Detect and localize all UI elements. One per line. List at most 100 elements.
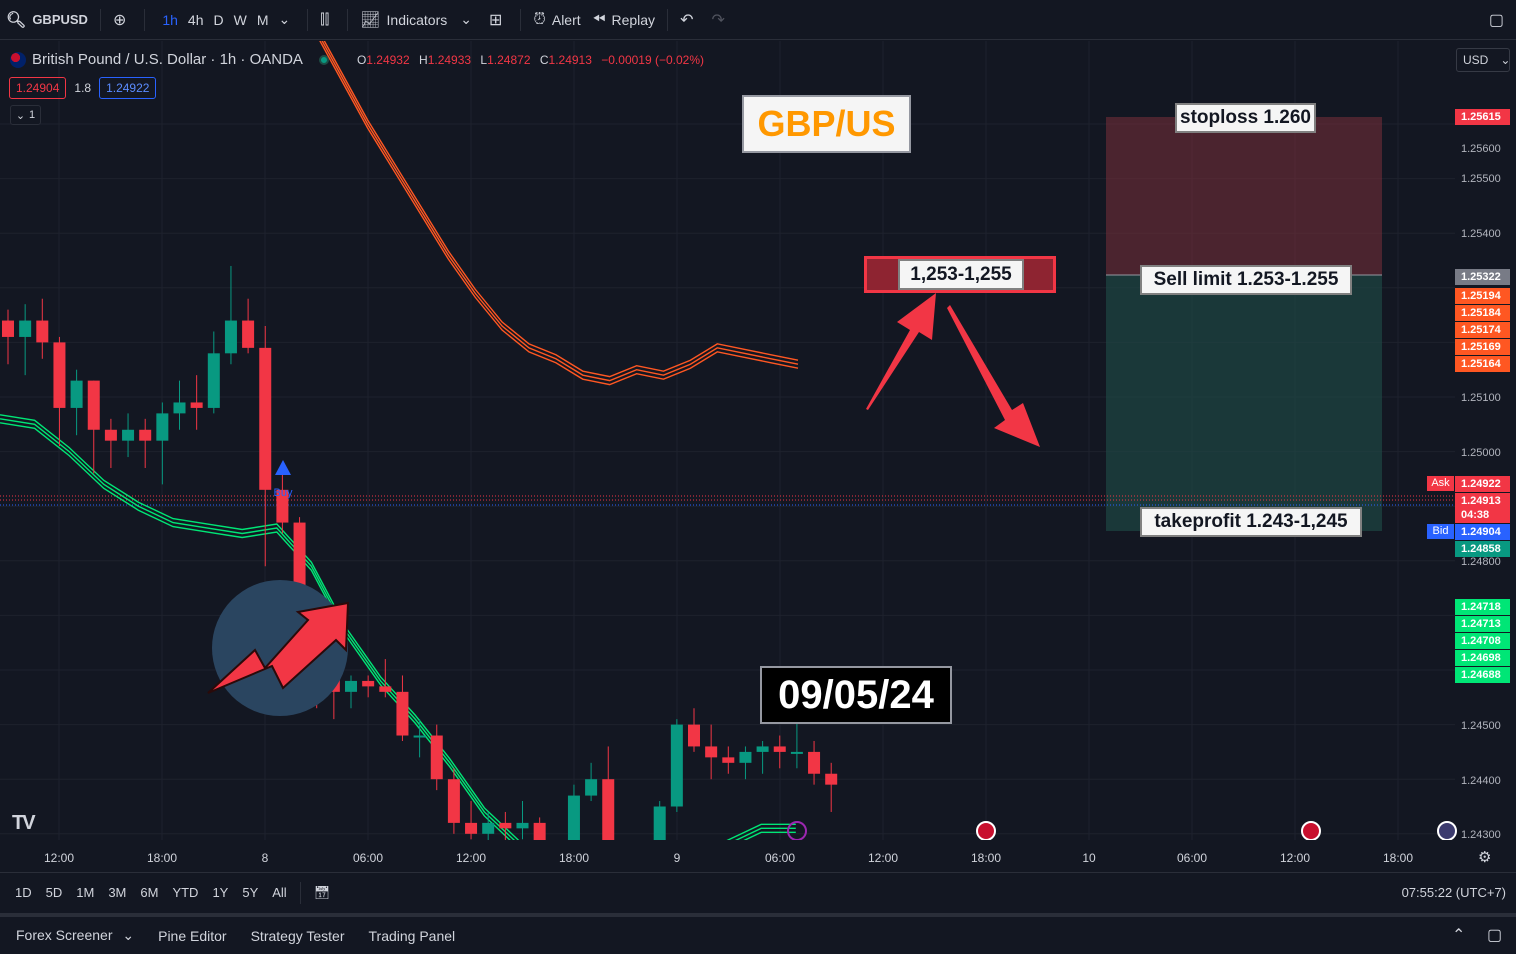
candle-body[interactable] [396, 691, 409, 736]
takeprofit-zone[interactable] [1106, 275, 1382, 531]
indicators-button[interactable]: 📈︎ Indicators ⌄ [354, 0, 483, 40]
buy-quote-button[interactable]: 1.24922 [99, 77, 157, 99]
tradingview-logo[interactable]: TV [12, 812, 36, 834]
up-arrow-annotation[interactable] [866, 293, 936, 410]
tab-trading-panel[interactable]: Trading Panel [368, 927, 456, 944]
chart-type-button[interactable]: ⫿⫿ [314, 0, 341, 40]
range-1m[interactable]: 1M [76, 885, 95, 900]
timeframe-w[interactable]: W [233, 11, 247, 28]
range-5d[interactable]: 5D [45, 885, 63, 900]
candle-body[interactable] [808, 751, 821, 774]
sell-limit-label[interactable]: Sell limit 1.253-1.255 [1140, 265, 1352, 295]
candle-body[interactable] [379, 686, 392, 692]
indicator-collapse-button[interactable]: ⌄ 1 [10, 105, 41, 125]
chart-legend[interactable]: British Pound / U.S. Dollar · 1h · OANDA… [10, 51, 704, 68]
tab-pine-editor[interactable]: Pine Editor [158, 927, 227, 944]
layouts-button[interactable]: ⊞ [483, 0, 514, 40]
candle-body[interactable] [790, 751, 803, 754]
chevron-up-icon[interactable]: ⌃ [1452, 927, 1466, 944]
candle-body[interactable] [825, 773, 838, 785]
candle-body[interactable] [482, 822, 495, 834]
settings-gear-icon[interactable]: ⚙ [1478, 849, 1492, 866]
stoploss-label[interactable]: stoploss 1.260 [1175, 103, 1316, 133]
candle-body[interactable] [362, 680, 375, 687]
candle-body[interactable] [688, 724, 700, 747]
candle-body[interactable] [567, 795, 580, 840]
range-1d[interactable]: 1D [15, 885, 32, 900]
stoploss-zone[interactable] [1106, 117, 1382, 275]
candle-body[interactable] [413, 735, 426, 738]
time-axis[interactable]: ⚙ 12:00 18:00 8 06:00 12:00 18:00 9 06:00 12:00 1… [0, 843, 1516, 871]
range-5y[interactable]: 5Y [242, 885, 259, 900]
timeframe-m[interactable]: M [256, 11, 269, 28]
takeprofit-label[interactable]: takeprofit 1.243-1,245 [1140, 507, 1362, 537]
compare-symbol-button[interactable]: ⊕ [107, 0, 138, 40]
replay-button[interactable]: ⏪︎ Replay [587, 0, 661, 40]
candle-body[interactable] [499, 822, 512, 829]
candle-body[interactable] [122, 429, 135, 441]
undo-button[interactable]: ↶ [674, 0, 705, 40]
candle-body[interactable] [259, 347, 272, 490]
range-6m[interactable]: 6M [140, 885, 159, 900]
lightning-event-icon[interactable] [787, 821, 807, 840]
candle-body[interactable] [19, 320, 32, 337]
candle-body[interactable] [53, 342, 66, 408]
candle-body[interactable] [722, 757, 735, 763]
candle-body[interactable] [465, 822, 478, 834]
candle-body[interactable] [516, 822, 529, 829]
candle-body[interactable] [87, 380, 100, 430]
candle-body[interactable] [705, 746, 718, 758]
maximize-icon[interactable]: ▢ [1487, 927, 1503, 944]
candle-body[interactable] [653, 806, 666, 841]
candle-body[interactable] [670, 724, 683, 807]
candle-body[interactable] [104, 429, 117, 441]
timeframe-4h[interactable]: 4h [187, 11, 204, 28]
candle-body[interactable] [173, 402, 186, 414]
currency-select[interactable]: USD ⌄ [1456, 48, 1510, 72]
range-3m[interactable]: 3M [108, 885, 127, 900]
candle-body[interactable] [345, 680, 357, 692]
symbol-search-button[interactable]: 🔍︎ GBPUSD [0, 0, 94, 40]
candle-body[interactable] [70, 380, 83, 408]
uk-flag-icon[interactable] [976, 821, 996, 840]
candle-body[interactable] [447, 779, 460, 823]
tab-strategy-tester[interactable]: Strategy Tester [250, 927, 345, 944]
redo-button[interactable]: ↷ [705, 0, 736, 40]
candle-body[interactable] [156, 413, 169, 441]
down-arrow-annotation[interactable] [947, 305, 1040, 447]
candle-body[interactable] [533, 822, 546, 840]
range-ytd[interactable]: YTD [172, 885, 199, 900]
candle-body[interactable] [207, 353, 220, 408]
us-flag-icon[interactable] [1437, 821, 1457, 840]
candle-body[interactable] [756, 746, 769, 752]
goto-date-icon[interactable]: 📅︎ [313, 884, 331, 900]
range-1y[interactable]: 1Y [212, 885, 229, 900]
price-chart[interactable]: Buy [0, 41, 1516, 840]
chevron-down-icon[interactable]: ⌄ [278, 11, 291, 27]
timeframe-1h[interactable]: 1h [162, 11, 178, 28]
candle-body[interactable] [190, 402, 203, 408]
candle-body[interactable] [430, 735, 443, 780]
candle-body[interactable] [602, 779, 615, 840]
range-all[interactable]: All [272, 885, 287, 900]
chart-title-annotation[interactable]: GBP/US [742, 95, 911, 153]
candle-body[interactable] [139, 429, 152, 441]
timeframe-d[interactable]: D [213, 11, 224, 28]
candle-body[interactable] [773, 746, 786, 752]
entry-zone-label[interactable]: 1,253-1,255 [898, 259, 1024, 290]
fullscreen-button[interactable]: ▢ [1483, 0, 1516, 40]
candle-body[interactable] [276, 489, 289, 523]
uk-flag-icon[interactable] [1301, 821, 1321, 840]
timezone-clock[interactable]: 07:55:22 (UTC+7) [1401, 885, 1506, 900]
candle-body[interactable] [739, 751, 752, 763]
candle-body[interactable] [224, 320, 237, 354]
tab-forex-screener[interactable]: Forex Screener ⌄ [8, 927, 142, 944]
date-annotation[interactable]: 09/05/24 [760, 666, 952, 724]
candle-body[interactable] [36, 320, 49, 343]
alert-button[interactable]: ⏰︎ Alert [527, 0, 586, 40]
candle-body[interactable] [585, 779, 598, 796]
candle-body[interactable] [242, 320, 255, 348]
sell-quote-button[interactable]: 1.24904 [9, 77, 67, 99]
buy-signal-icon[interactable] [275, 460, 291, 475]
candle-body[interactable] [2, 320, 14, 337]
